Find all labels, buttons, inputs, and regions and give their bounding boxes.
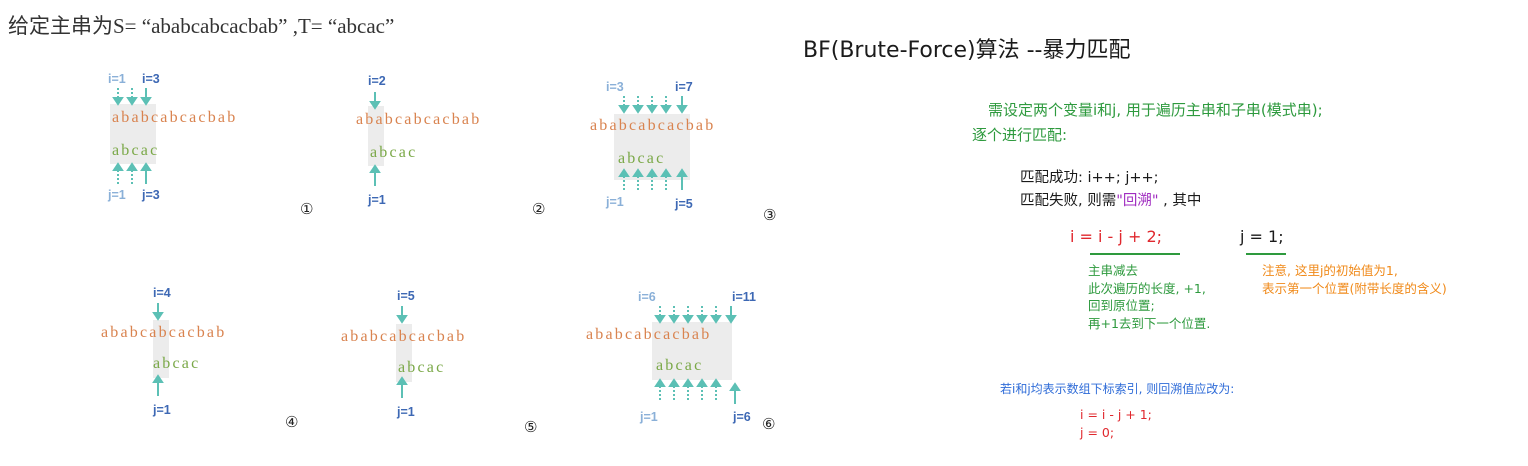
backtrack-keyword: "回溯" bbox=[1116, 193, 1159, 209]
j-current-label: j=1 bbox=[368, 193, 386, 207]
step-number: ② bbox=[532, 200, 546, 218]
j-start-label: j=1 bbox=[108, 188, 126, 202]
main-string: ababcabcacbab bbox=[590, 117, 716, 134]
j-start-label: j=1 bbox=[606, 195, 624, 209]
i-current-label: i=3 bbox=[142, 72, 160, 86]
note-i: 主串减去 此次遍历的长度, +1, 回到原位置; 再+1去到下一个位置. bbox=[1088, 262, 1210, 332]
step-6-arrows bbox=[654, 306, 741, 404]
match-fail-rule: 匹配失败, 则需"回溯" , 其中 bbox=[1020, 189, 1201, 210]
i-current-label: i=11 bbox=[732, 290, 756, 304]
step-number: ① bbox=[300, 200, 314, 218]
step-number: ⑤ bbox=[524, 418, 538, 436]
formula-j-underline bbox=[1246, 253, 1286, 255]
i-current-label: i=5 bbox=[397, 289, 415, 303]
formula-j: j = 1; bbox=[1240, 227, 1284, 246]
algorithm-title: BF(Brute-Force)算法 --暴力匹配 bbox=[803, 38, 1131, 63]
step-4-arrows bbox=[152, 303, 164, 396]
intro-line-2: 逐个进行匹配: bbox=[972, 126, 1068, 144]
i-start-label: i=6 bbox=[638, 290, 656, 304]
intro-line-1: 需设定两个变量i和j, 用于遍历主串和子串(模式串); bbox=[988, 101, 1323, 119]
i-current-label: i=7 bbox=[675, 80, 693, 94]
fail-prefix: 匹配失败, 则需 bbox=[1020, 193, 1117, 209]
note-i-line: 此次遍历的长度, +1, bbox=[1088, 280, 1206, 296]
main-string: ababcabcacbab bbox=[356, 111, 482, 128]
note-j-line: 表示第一个位置(附带长度的含义) bbox=[1262, 281, 1447, 296]
zero-formula-j: j = 0; bbox=[1080, 425, 1115, 440]
main-string: ababcabcacbab bbox=[586, 326, 712, 343]
note-i-line: 再+1去到下一个位置. bbox=[1088, 315, 1211, 331]
j-current-label: j=1 bbox=[397, 405, 415, 419]
formula-i-underline bbox=[1090, 253, 1180, 255]
pattern-string: abcac bbox=[618, 150, 666, 167]
step-3-arrows bbox=[618, 96, 688, 190]
match-success-rule: 匹配成功: i++; j++; bbox=[1020, 170, 1159, 186]
pattern-string: abcac bbox=[370, 144, 418, 161]
main-string: ababcabcacbab bbox=[112, 109, 238, 126]
step-number: ⑥ bbox=[762, 415, 776, 433]
j-current-label: j=3 bbox=[142, 188, 160, 202]
step-2-arrows bbox=[369, 92, 381, 186]
i-current-label: i=4 bbox=[153, 286, 171, 300]
problem-statement: 给定主串为S= “ababcabcacbab” ,T= “abcac” bbox=[8, 14, 395, 38]
step-1-arrows bbox=[112, 88, 152, 184]
fail-suffix: , 其中 bbox=[1163, 193, 1202, 209]
pattern-string: abcac bbox=[112, 142, 160, 159]
i-current-label: i=2 bbox=[368, 74, 386, 88]
i-start-label: i=1 bbox=[108, 72, 126, 86]
step-number: ③ bbox=[763, 206, 777, 224]
step-number: ④ bbox=[285, 413, 299, 431]
zero-index-note: 若i和j均表示数组下标索引, 则回溯值应改为: bbox=[1000, 382, 1235, 396]
j-start-label: j=1 bbox=[640, 410, 658, 424]
formula-i: i = i - j + 2; bbox=[1070, 227, 1163, 246]
j-current-label: j=5 bbox=[675, 197, 693, 211]
note-i-line: 主串减去 bbox=[1088, 263, 1139, 278]
i-start-label: i=3 bbox=[606, 80, 624, 94]
zero-formula-i: i = i - j + 1; bbox=[1080, 407, 1152, 422]
main-string: ababcabcacbab bbox=[101, 324, 227, 341]
pattern-string: abcac bbox=[656, 357, 704, 374]
main-string: ababcabcacbab bbox=[341, 328, 467, 345]
j-current-label: j=6 bbox=[733, 410, 751, 424]
j-current-label: j=1 bbox=[153, 403, 171, 417]
pattern-string: abcac bbox=[398, 359, 446, 376]
note-j-line: 注意, 这里j的初始值为1, bbox=[1262, 263, 1398, 278]
step-5-arrows bbox=[396, 306, 408, 398]
pattern-string: abcac bbox=[153, 355, 201, 372]
note-j: 注意, 这里j的初始值为1, 表示第一个位置(附带长度的含义) bbox=[1262, 262, 1447, 298]
note-i-line: 回到原位置; bbox=[1088, 298, 1155, 313]
